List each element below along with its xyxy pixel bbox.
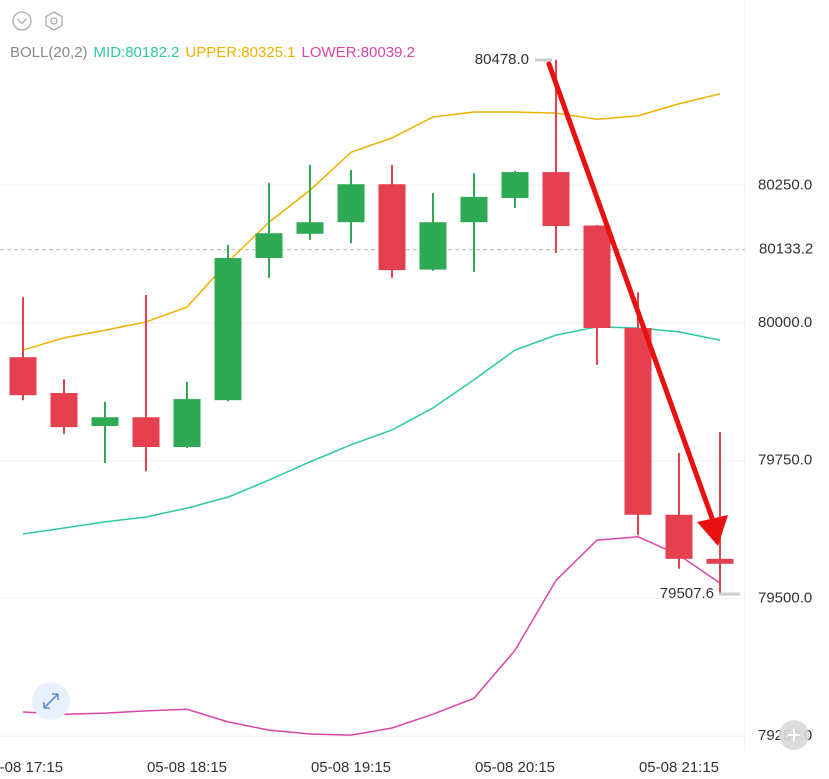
x-tick-label: 05-08 19:15: [311, 759, 391, 776]
expand-icon: [43, 693, 59, 709]
candle-body: [542, 172, 570, 227]
boll-line: [22, 93, 721, 351]
indicator-name: BOLL(20,2): [10, 44, 88, 61]
candle-body: [624, 327, 652, 515]
candle-body: [665, 514, 693, 559]
y-tick-label: 80000.0: [758, 314, 812, 331]
candle-body: [419, 222, 447, 270]
candle-body: [9, 357, 37, 396]
candle-body: [173, 399, 201, 447]
candle-body: [337, 184, 365, 223]
indicator-legend: BOLL(20,2) MID:80182.2 UPPER:80325.1 LOWER:…: [10, 44, 415, 61]
plot-area: 79250.079500.079750.080000.080250.080133…: [0, 59, 829, 776]
candle-body: [132, 417, 160, 447]
indicator-upper: UPPER:80325.1: [185, 44, 295, 61]
boll-line: [22, 536, 721, 736]
low-label: 79507.6: [660, 585, 714, 602]
candle-body: [378, 184, 406, 271]
y-tick-label: 80250.0: [758, 176, 812, 193]
indicator-mid: MID:80182.2: [94, 44, 180, 61]
x-tick-label: 05-08 18:15: [147, 759, 227, 776]
settings-icon[interactable]: [45, 11, 63, 31]
candle-body: [214, 258, 242, 401]
y-tick-label: 79750.0: [758, 452, 812, 469]
candle-body: [296, 222, 324, 234]
candle-body: [255, 233, 283, 259]
y-tick-label: 79500.0: [758, 589, 812, 606]
collapse-icon[interactable]: [12, 11, 32, 31]
settings-dot: [50, 17, 58, 25]
candle-body: [501, 172, 529, 198]
last-price-label: 80133.2: [759, 241, 813, 258]
candle-body: [91, 417, 119, 427]
candle-body: [50, 393, 78, 428]
candle-body: [706, 558, 734, 564]
scroll-icon: [788, 729, 800, 741]
x-tick-label: 05-08 17:15: [0, 759, 63, 776]
x-tick-label: 05-08 20:15: [475, 759, 555, 776]
candle-body: [583, 225, 611, 328]
high-label: 80478.0: [475, 51, 529, 68]
x-tick-label: 05-08 21:15: [639, 759, 719, 776]
annotation-arrowhead: [697, 515, 728, 546]
candle-body: [460, 196, 488, 223]
indicator-lower: LOWER:80039.2: [302, 44, 415, 61]
annotation-arrow: [546, 61, 715, 521]
last-price-box: [748, 236, 829, 263]
collapse-chevron: [17, 18, 27, 25]
